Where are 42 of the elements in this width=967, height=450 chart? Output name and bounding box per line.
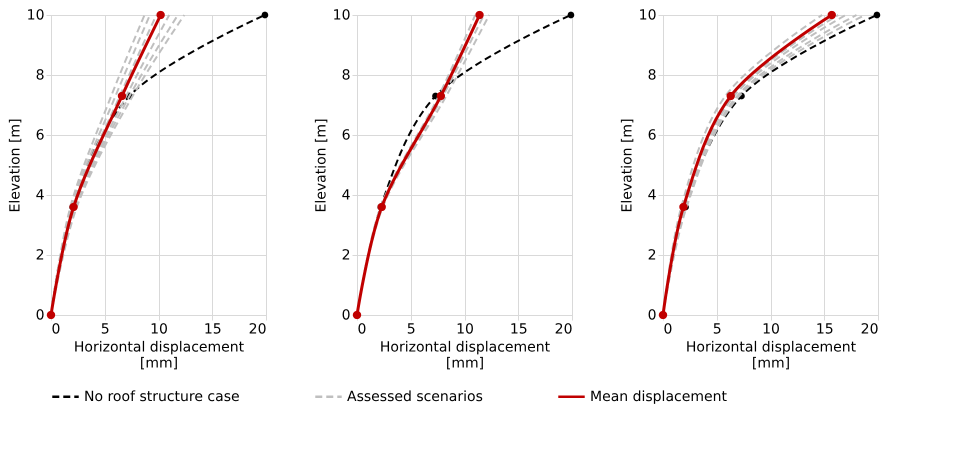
legend-label: No roof structure case	[84, 388, 240, 405]
y-tick-label: 10	[332, 8, 350, 24]
x-tick-label: 0	[52, 322, 60, 338]
y-tick-label: 4	[648, 188, 657, 204]
y-tick-label: 8	[342, 68, 350, 84]
y-axis-title: Elevation [m]	[620, 118, 636, 213]
x-tick-label: 5	[406, 322, 416, 338]
legend-label: Mean displacement	[590, 388, 728, 405]
y-tick-label: 4	[342, 188, 351, 204]
x-axis-title: Horizontal displacement [mm]	[74, 340, 245, 372]
x-tick-label: 10	[150, 322, 168, 338]
x-tick-label: 5	[100, 322, 110, 338]
y-tick-label: 6	[342, 128, 351, 144]
x-tick-label: 15	[510, 322, 528, 338]
y-tick-label: 10	[26, 8, 44, 24]
y-tick-label: 2	[342, 248, 350, 264]
x-tick-label: 10	[456, 322, 474, 338]
y-tick-label: 0	[648, 308, 656, 324]
y-tick-label: 0	[36, 308, 44, 324]
y-tick-label: 0	[342, 308, 350, 324]
x-tick-label: 15	[816, 322, 834, 338]
x-tick-label: 15	[204, 322, 222, 338]
y-axis-title: Elevation [m]	[314, 118, 330, 213]
x-tick-label: 20	[248, 322, 266, 338]
y-axis-title: Elevation [m]	[8, 118, 24, 213]
y-tick-label: 6	[648, 128, 657, 144]
y-tick-label: 2	[648, 248, 656, 264]
legend-label: Assessed scenarios	[347, 388, 483, 405]
x-tick-label: 10	[762, 322, 780, 338]
x-axis-title: Horizontal displacement [mm]	[380, 340, 551, 372]
x-tick-label: 20	[554, 322, 572, 338]
x-tick-label: 0	[664, 322, 672, 338]
x-tick-label: 5	[712, 322, 722, 338]
y-tick-label: 2	[36, 248, 44, 264]
y-tick-label: 4	[36, 188, 45, 204]
y-tick-label: 8	[36, 68, 44, 84]
y-tick-label: 6	[36, 128, 45, 144]
x-axis-title: Horizontal displacement [mm]	[686, 340, 857, 372]
x-tick-label: 20	[860, 322, 878, 338]
y-tick-label: 10	[638, 8, 656, 24]
y-tick-label: 8	[648, 68, 656, 84]
x-tick-label: 0	[358, 322, 366, 338]
